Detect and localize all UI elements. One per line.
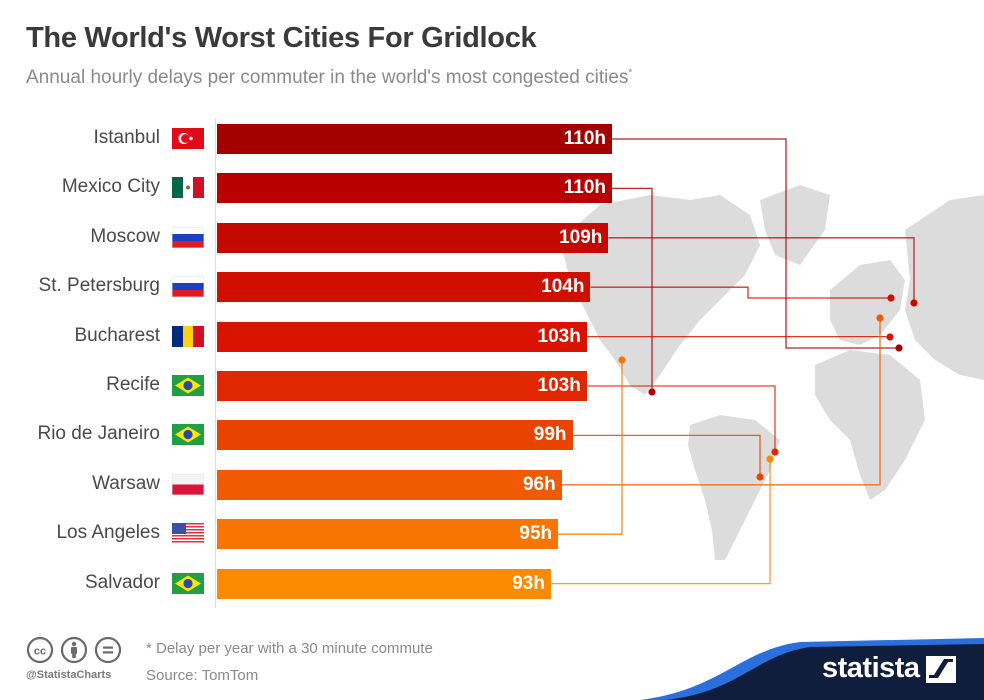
city-marker (887, 294, 895, 302)
city-label: Salvador (85, 571, 160, 593)
subtitle-footnote-marker: * (628, 67, 633, 79)
statista-logo-icon (926, 656, 956, 683)
svg-text:cc: cc (34, 646, 46, 658)
city-marker (766, 455, 774, 463)
bar-value-label: 99h (533, 424, 567, 446)
city-label: Mexico City (61, 176, 160, 198)
nd-icon (94, 636, 122, 664)
map-africa (815, 350, 925, 500)
map-asia (905, 195, 984, 380)
romania-flag-icon (172, 325, 204, 347)
city-marker (876, 314, 884, 322)
connector-line (561, 318, 881, 486)
connector-line (572, 434, 761, 477)
bar-value-label: 110h (563, 177, 606, 199)
map-europe (830, 260, 905, 345)
footer-handle: @StatistaCharts (26, 669, 112, 681)
chart-title: The World's Worst Cities For Gridlock (26, 22, 537, 54)
city-marker (895, 344, 903, 352)
footer-note: * Delay per year with a 30 minute commut… (146, 640, 433, 657)
footer-source: Source: TomTom (146, 667, 259, 684)
bar: 110h (217, 124, 612, 154)
cc-icon: cc (26, 636, 54, 664)
bar: 93h (217, 568, 551, 599)
bar-value-label: 109h (559, 226, 603, 248)
bar: 103h (217, 371, 587, 401)
bar-value-label: 103h (537, 325, 581, 347)
connector-line (550, 459, 771, 585)
connector-line (608, 237, 915, 303)
turkey-flag-icon (172, 128, 204, 149)
brazil-flag-icon (172, 572, 204, 594)
bar-value-label: 110h (563, 128, 606, 149)
bar-value-label: 93h (512, 572, 545, 594)
poland-flag-icon (171, 473, 205, 496)
bar: 96h (217, 469, 562, 500)
connector-line (590, 286, 891, 299)
city-label: Bucharest (74, 324, 160, 346)
bar: 104h (217, 272, 591, 303)
city-label: St. Petersburg (38, 275, 160, 297)
usa-flag-icon (172, 523, 204, 545)
category-axis-line (215, 118, 216, 608)
bar: 99h (217, 420, 573, 451)
bar-value-label: 95h (519, 523, 553, 545)
russia-flag-icon (171, 275, 205, 298)
connector-line (558, 360, 623, 535)
bar: 110h (217, 173, 612, 204)
city-label: Los Angeles (56, 522, 160, 544)
bar: 103h (217, 321, 587, 352)
subtitle-text: Annual hourly delays per commuter in the… (26, 67, 629, 88)
city-label: Moscow (90, 225, 160, 247)
city-label: Istanbul (93, 127, 160, 148)
city-marker (648, 388, 656, 396)
connector-line (612, 138, 899, 349)
map-north-america (560, 195, 760, 395)
city-marker (618, 356, 626, 364)
by-icon (60, 636, 88, 664)
map-south-america (688, 415, 780, 560)
bar-value-label: 96h (522, 473, 556, 495)
bar: 95h (217, 519, 559, 550)
brand-band-dark (665, 644, 984, 700)
russia-flag-icon (171, 226, 205, 249)
city-marker (886, 333, 894, 341)
brazil-flag-icon (172, 375, 204, 396)
city-label: Recife (106, 374, 160, 395)
city-marker (910, 299, 918, 307)
chart-subtitle: Annual hourly delays per commuter in the… (26, 67, 632, 89)
statista-logo-text: statista (822, 652, 920, 684)
connector-line (586, 385, 776, 452)
city-label: Warsaw (92, 472, 160, 494)
brazil-flag-icon (172, 424, 204, 446)
city-marker (771, 448, 779, 456)
bar-value-label: 103h (537, 375, 581, 396)
connector-line (612, 187, 653, 392)
map-greenland (760, 185, 830, 265)
bar-value-label: 104h (541, 276, 585, 298)
city-marker (756, 473, 764, 481)
bar: 109h (217, 222, 609, 253)
brand-band (640, 638, 984, 700)
city-label: Rio de Janeiro (37, 423, 160, 445)
mexico-flag-icon (172, 177, 204, 199)
